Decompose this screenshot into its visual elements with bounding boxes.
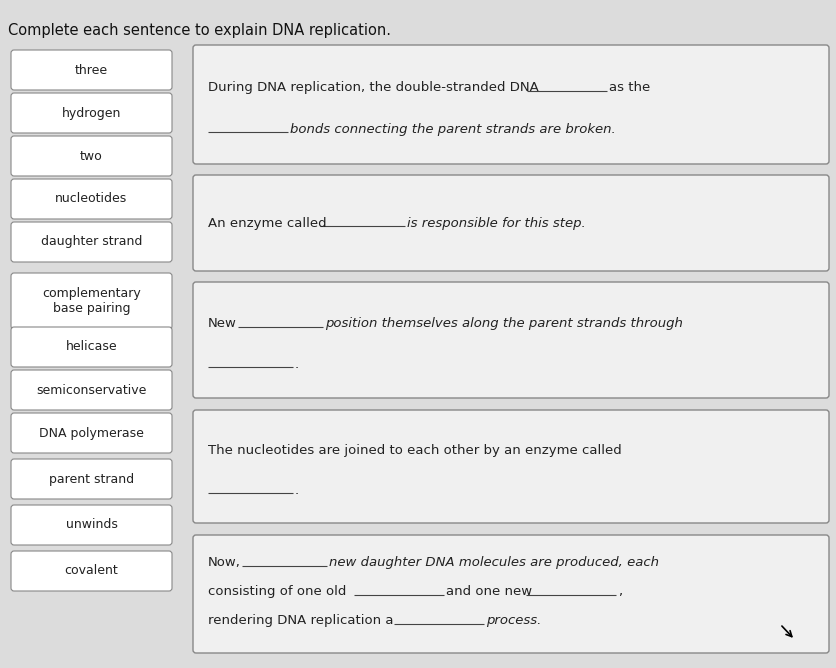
Text: unwinds: unwinds [65,518,117,532]
Text: During DNA replication, the double-stranded DNA: During DNA replication, the double-stran… [208,81,538,94]
FancyBboxPatch shape [11,93,171,133]
FancyBboxPatch shape [11,273,171,329]
Text: New: New [208,317,237,330]
Text: Now,: Now, [208,556,241,569]
Text: daughter strand: daughter strand [41,236,142,248]
Text: .: . [294,484,298,496]
Text: complementary
base pairing: complementary base pairing [42,287,140,315]
Text: as the: as the [609,81,650,94]
Text: is responsible for this step.: is responsible for this step. [406,216,585,230]
Text: three: three [75,63,108,77]
FancyBboxPatch shape [11,179,171,219]
Text: parent strand: parent strand [48,472,134,486]
Text: helicase: helicase [65,341,117,353]
Text: nucleotides: nucleotides [55,192,127,206]
FancyBboxPatch shape [193,410,828,523]
FancyBboxPatch shape [11,136,171,176]
Text: position themselves along the parent strands through: position themselves along the parent str… [324,317,682,330]
FancyBboxPatch shape [11,505,171,545]
Text: and one new: and one new [446,585,532,599]
Text: An enzyme called: An enzyme called [208,216,326,230]
FancyBboxPatch shape [11,50,171,90]
FancyBboxPatch shape [193,45,828,164]
Text: DNA polymerase: DNA polymerase [39,426,144,440]
Text: new daughter DNA molecules are produced, each: new daughter DNA molecules are produced,… [329,556,658,569]
Text: bonds connecting the parent strands are broken.: bonds connecting the parent strands are … [289,123,615,136]
Text: two: two [80,150,103,162]
FancyBboxPatch shape [11,327,171,367]
Text: Complete each sentence to explain DNA replication.: Complete each sentence to explain DNA re… [8,23,390,38]
FancyBboxPatch shape [11,222,171,262]
Text: consisting of one old: consisting of one old [208,585,346,599]
Text: .: . [294,357,298,371]
FancyBboxPatch shape [11,370,171,410]
Text: rendering DNA replication a: rendering DNA replication a [208,615,393,627]
FancyBboxPatch shape [11,459,171,499]
FancyBboxPatch shape [11,551,171,591]
Text: The nucleotides are joined to each other by an enzyme called: The nucleotides are joined to each other… [208,444,621,457]
FancyBboxPatch shape [11,413,171,453]
FancyBboxPatch shape [193,535,828,653]
Text: covalent: covalent [64,564,118,578]
Text: ,: , [617,585,621,599]
Text: hydrogen: hydrogen [62,106,121,120]
Text: semiconservative: semiconservative [36,383,146,397]
FancyBboxPatch shape [193,282,828,398]
Text: process.: process. [486,615,541,627]
FancyBboxPatch shape [193,175,828,271]
